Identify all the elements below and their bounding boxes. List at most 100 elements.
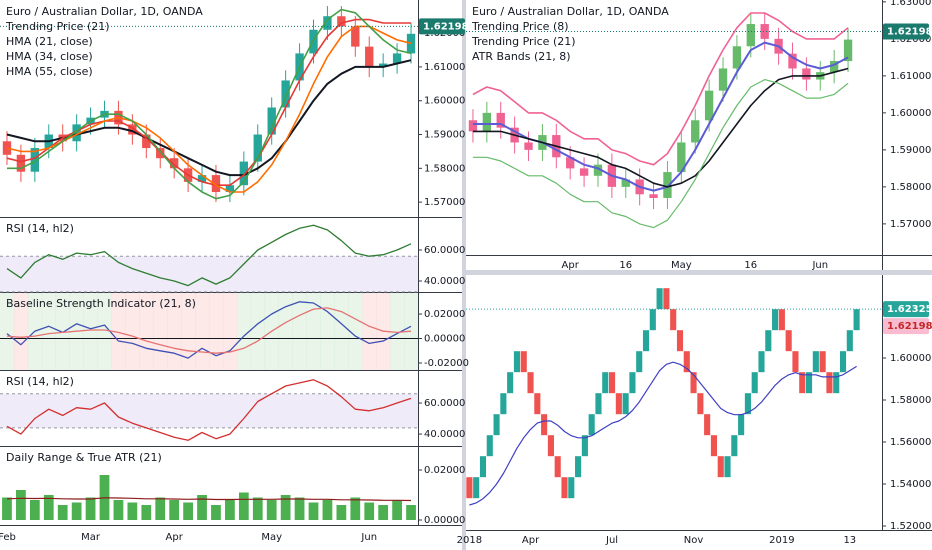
renko-brick xyxy=(466,477,473,499)
x-tick-label: Apr xyxy=(562,260,580,271)
candle-body xyxy=(211,175,221,192)
candle-body xyxy=(365,46,374,67)
y-tick-label: -0.02000 xyxy=(424,358,469,369)
renko-brick xyxy=(792,351,799,373)
renko-brick xyxy=(717,456,724,478)
y-tick-label: 1.58000 xyxy=(424,163,465,174)
strength-stripe xyxy=(195,293,210,370)
renko-brick xyxy=(731,435,738,457)
candle-body xyxy=(406,33,416,54)
renko-brick xyxy=(751,372,758,394)
candle-body xyxy=(718,68,728,91)
renko-brick xyxy=(629,372,636,394)
candle-body xyxy=(281,80,290,108)
range-bar xyxy=(113,500,124,520)
panel-title: RSI (14, hl2) xyxy=(6,375,74,388)
strength-stripe xyxy=(83,293,98,370)
candle-body xyxy=(579,168,589,176)
legend-entry: HMA (21, close) xyxy=(6,35,93,48)
renko-brick xyxy=(853,309,860,331)
renko-brick xyxy=(833,372,840,394)
renko-brick xyxy=(826,372,833,394)
y-tick-label: 1.59000 xyxy=(890,145,931,156)
renko-brick xyxy=(670,309,677,331)
renko-brick xyxy=(513,351,521,373)
renko-brick xyxy=(839,351,847,373)
renko-brick xyxy=(805,372,813,394)
renko-brick xyxy=(710,435,718,457)
renko-brick xyxy=(738,414,745,436)
renko-brick xyxy=(541,414,548,436)
y-tick-label: 1.57000 xyxy=(424,197,465,208)
panel: 0.00000 0.02000 Feb Mar Apr May Jun Daily Range… xyxy=(0,451,465,543)
candle-body xyxy=(72,124,81,142)
trend-line xyxy=(6,25,412,193)
candle-body xyxy=(392,53,402,64)
y-tick-label: 1.60000 xyxy=(890,108,931,119)
x-tick-label: Feb xyxy=(0,532,16,543)
range-bar xyxy=(322,500,333,520)
y-tick-label: 1.52000 xyxy=(890,521,931,532)
renko-brick xyxy=(547,435,554,457)
range-bar xyxy=(336,505,347,520)
x-tick-label: 16 xyxy=(619,260,632,271)
candle-body xyxy=(197,175,207,182)
x-tick-label: 16 xyxy=(744,260,757,271)
panel: 1.570001.580001.590001.600001.610001.620… xyxy=(0,5,469,208)
panel: -0.02000 0.00000 0.02000 Baseline Strength … xyxy=(0,293,469,370)
range-bar xyxy=(85,497,96,520)
candle-body xyxy=(2,141,12,155)
candle-body xyxy=(225,185,235,192)
candle-body xyxy=(496,112,505,128)
renko-brick xyxy=(486,435,493,457)
renko-brick xyxy=(520,351,527,373)
range-bar xyxy=(294,497,305,520)
x-tick-label: Apr xyxy=(166,532,184,543)
candle-body xyxy=(677,142,686,173)
strength-stripe xyxy=(320,293,335,370)
renko-brick xyxy=(595,393,602,415)
candle-body xyxy=(30,148,40,172)
legend-entry: Trending Price (21) xyxy=(471,35,576,48)
panel: 40.0000 60.0000 RSI (14, hl2) xyxy=(0,222,465,293)
renko-brick xyxy=(799,372,806,394)
y-tick-label: 1.59000 xyxy=(424,130,465,141)
x-tick-label: Apr xyxy=(522,535,540,546)
range-bar xyxy=(155,497,166,520)
renko-brick xyxy=(636,351,643,373)
price-tag-label: 1.62198 xyxy=(887,321,932,332)
y-tick-label: 1.61000 xyxy=(890,71,931,82)
renko-brick xyxy=(622,393,629,415)
trend-line xyxy=(472,67,849,188)
strength-stripe xyxy=(125,293,140,370)
x-tick-label: May xyxy=(261,532,282,543)
renko-brick xyxy=(575,456,582,478)
y-tick-label: 40.0000 xyxy=(424,276,465,287)
range-bar xyxy=(392,500,402,520)
y-tick-label: 60.0000 xyxy=(424,398,465,409)
range-bar xyxy=(280,495,291,520)
candle-body xyxy=(267,107,276,135)
renko-brick xyxy=(507,372,514,394)
candle-body xyxy=(621,179,630,187)
candle-body xyxy=(482,112,492,132)
x-tick-label: 13 xyxy=(843,535,856,546)
renko-brick xyxy=(778,309,785,331)
renko-brick xyxy=(758,351,765,373)
strength-stripe xyxy=(292,293,307,370)
y-tick-label: 0.02000 xyxy=(424,309,465,320)
candle-body xyxy=(788,53,797,69)
candle-body xyxy=(593,164,603,176)
renko-brick xyxy=(554,456,561,478)
panel-title: Baseline Strength Indicator (21, 8) xyxy=(6,297,196,310)
strength-stripe xyxy=(209,293,224,370)
renko-brick xyxy=(656,288,663,310)
candle-body xyxy=(732,46,742,69)
renko-brick xyxy=(846,330,853,352)
price-tag xyxy=(883,318,929,335)
renko-brick xyxy=(663,288,670,310)
rsi-band xyxy=(0,256,418,292)
y-tick-label: 1.60000 xyxy=(890,353,931,364)
renko-brick xyxy=(724,456,731,478)
